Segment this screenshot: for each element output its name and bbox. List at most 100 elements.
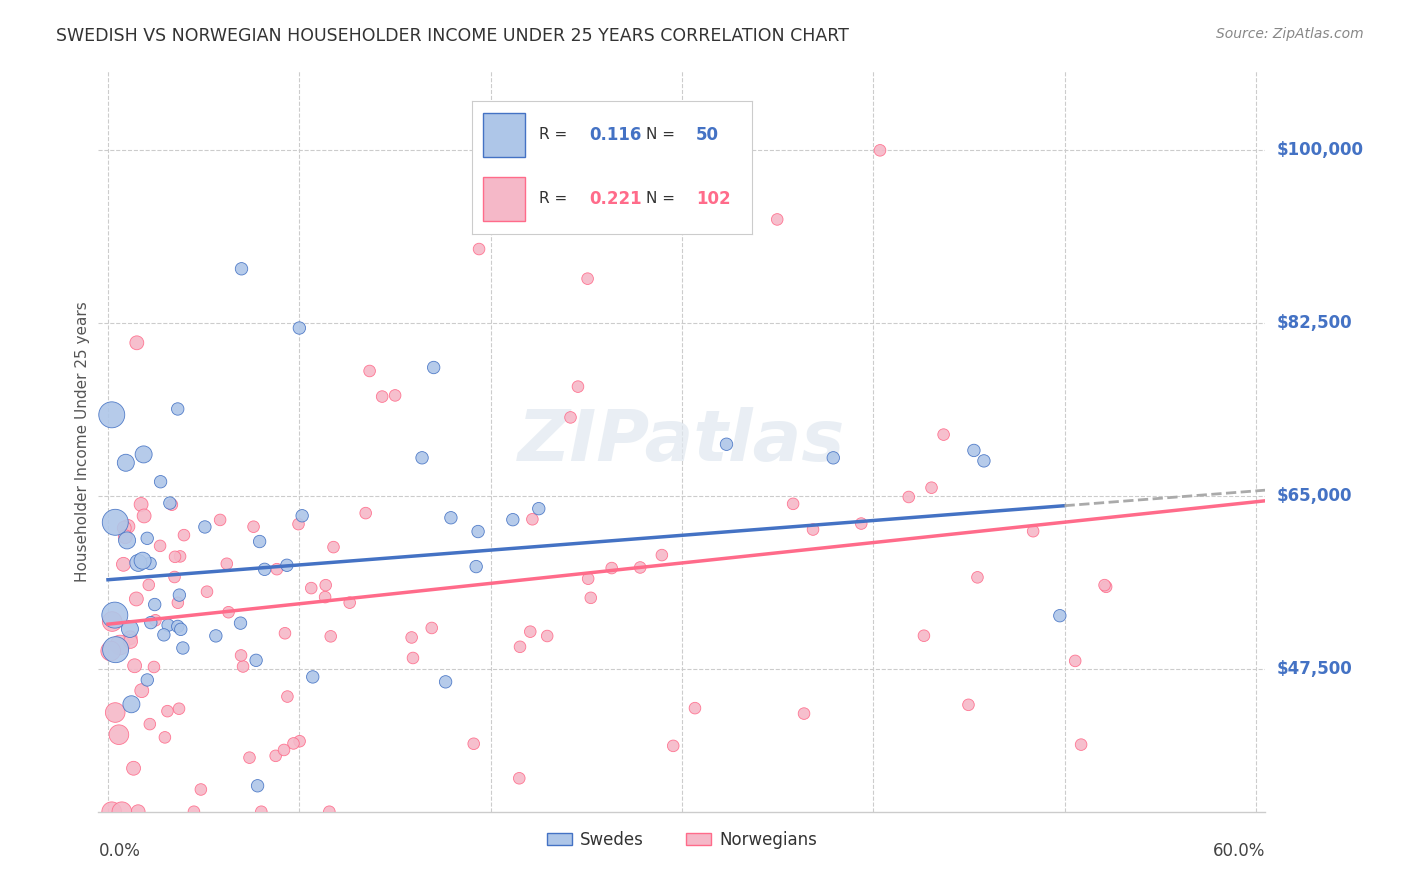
Point bbox=[465, 559, 488, 574]
Point bbox=[319, 629, 342, 643]
Point bbox=[576, 271, 599, 285]
Point bbox=[468, 242, 491, 256]
Point bbox=[301, 670, 323, 684]
Point bbox=[963, 443, 986, 458]
Point bbox=[218, 605, 240, 619]
Point bbox=[502, 513, 524, 527]
Point bbox=[288, 734, 311, 748]
Point bbox=[104, 642, 127, 657]
Point bbox=[420, 621, 443, 635]
Point bbox=[166, 596, 188, 610]
Point bbox=[793, 706, 815, 721]
Point bbox=[1049, 608, 1071, 623]
Point bbox=[166, 401, 188, 416]
Point bbox=[519, 624, 541, 639]
Point bbox=[339, 596, 361, 610]
Point bbox=[716, 437, 738, 451]
Point bbox=[683, 701, 706, 715]
Point bbox=[315, 578, 337, 592]
Point bbox=[245, 653, 267, 667]
Point bbox=[101, 615, 124, 629]
Text: $65,000: $65,000 bbox=[1277, 487, 1353, 505]
Text: $100,000: $100,000 bbox=[1277, 141, 1364, 160]
Point bbox=[869, 144, 891, 158]
Point bbox=[314, 590, 336, 604]
Point bbox=[384, 388, 406, 402]
Point bbox=[104, 706, 127, 720]
Point bbox=[205, 629, 228, 643]
Point bbox=[139, 615, 162, 630]
Point bbox=[291, 508, 314, 523]
Point bbox=[120, 634, 142, 648]
Point bbox=[229, 616, 252, 631]
Point bbox=[440, 510, 463, 524]
Point bbox=[195, 584, 218, 599]
Text: $47,500: $47,500 bbox=[1277, 659, 1353, 678]
Text: ZIPatlas: ZIPatlas bbox=[519, 407, 845, 476]
Point bbox=[100, 408, 122, 422]
Point bbox=[576, 572, 599, 586]
Point bbox=[167, 702, 190, 716]
Point bbox=[467, 524, 489, 539]
Point bbox=[527, 501, 550, 516]
Point bbox=[169, 549, 191, 564]
Point bbox=[276, 558, 298, 573]
Point bbox=[131, 683, 153, 698]
Point bbox=[149, 539, 172, 553]
Point bbox=[897, 490, 920, 504]
Point bbox=[232, 659, 254, 673]
Point bbox=[100, 805, 122, 819]
Point bbox=[170, 623, 193, 637]
Point bbox=[1070, 738, 1092, 752]
Text: $82,500: $82,500 bbox=[1277, 314, 1353, 332]
Point bbox=[359, 364, 381, 378]
Text: SWEDISH VS NORWEGIAN HOUSEHOLDER INCOME UNDER 25 YEARS CORRELATION CHART: SWEDISH VS NORWEGIAN HOUSEHOLDER INCOME … bbox=[56, 27, 849, 45]
Point bbox=[129, 498, 152, 512]
Point bbox=[782, 497, 804, 511]
Point bbox=[156, 704, 179, 718]
Point bbox=[1095, 580, 1118, 594]
Point bbox=[1064, 654, 1087, 668]
Point bbox=[153, 628, 176, 642]
Text: Source: ZipAtlas.com: Source: ZipAtlas.com bbox=[1216, 27, 1364, 41]
Point bbox=[238, 750, 260, 764]
Point bbox=[104, 608, 127, 623]
Point bbox=[127, 805, 149, 819]
Point bbox=[172, 640, 194, 655]
Point bbox=[766, 212, 789, 227]
Point bbox=[402, 651, 425, 665]
Point bbox=[114, 530, 136, 544]
Legend: Swedes, Norwegians: Swedes, Norwegians bbox=[540, 824, 824, 855]
Point bbox=[1094, 578, 1116, 592]
Point bbox=[194, 520, 217, 534]
Point bbox=[132, 508, 155, 523]
Point bbox=[273, 743, 295, 757]
Point bbox=[145, 613, 167, 627]
Point bbox=[253, 562, 276, 576]
Point bbox=[371, 390, 394, 404]
Point bbox=[628, 560, 651, 574]
Point bbox=[115, 533, 138, 548]
Point bbox=[114, 456, 136, 470]
Point bbox=[157, 618, 180, 632]
Point bbox=[159, 496, 181, 510]
Point bbox=[973, 454, 995, 468]
Point bbox=[651, 548, 673, 562]
Point bbox=[215, 557, 238, 571]
Point bbox=[100, 644, 122, 658]
Point bbox=[139, 557, 162, 571]
Point bbox=[142, 660, 165, 674]
Point bbox=[250, 805, 273, 819]
Point bbox=[111, 805, 134, 819]
Point bbox=[108, 728, 131, 742]
Point bbox=[276, 690, 298, 704]
Point bbox=[124, 658, 146, 673]
Point bbox=[112, 521, 135, 535]
Text: 60.0%: 60.0% bbox=[1213, 842, 1265, 860]
Point bbox=[163, 570, 186, 584]
Point bbox=[932, 427, 955, 442]
Point bbox=[138, 578, 160, 592]
Point bbox=[108, 638, 131, 652]
Point bbox=[823, 450, 845, 465]
Point bbox=[136, 673, 159, 687]
